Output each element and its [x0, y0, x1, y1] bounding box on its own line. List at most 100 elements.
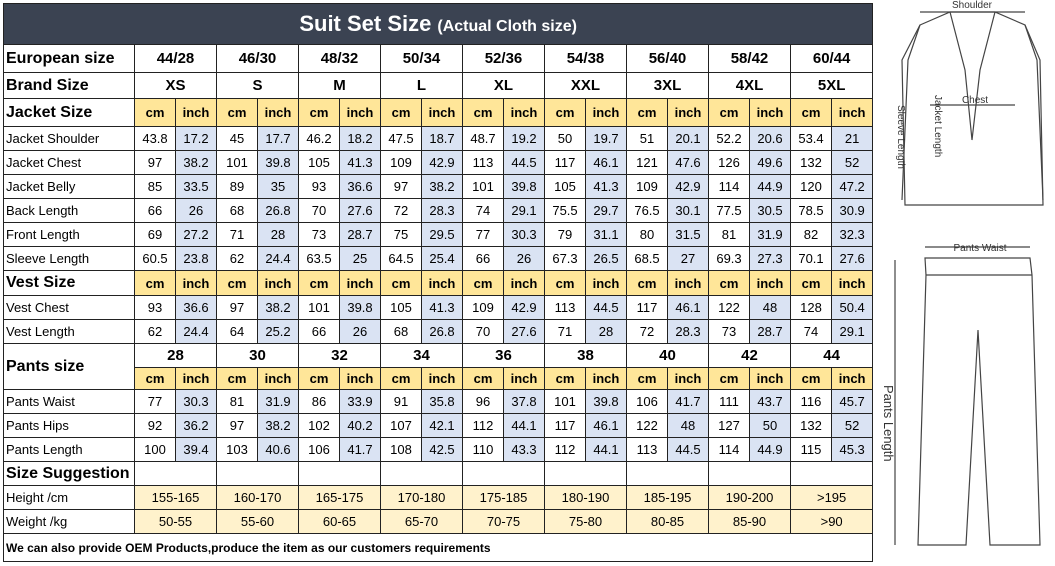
- value: 36.6: [339, 174, 381, 199]
- unit: inch: [175, 270, 217, 296]
- value: 42.5: [421, 437, 463, 462]
- value: 28.3: [667, 319, 709, 344]
- unit: cm: [708, 270, 750, 296]
- value: 68: [216, 198, 258, 223]
- diagram: Shoulder Chest Sleeve Length Jacket Leng…: [881, 0, 1044, 546]
- value: 25: [339, 246, 381, 271]
- value: 38.2: [257, 413, 299, 438]
- suggestion: >195: [789, 485, 874, 510]
- row-label: Vest Chest: [3, 295, 135, 320]
- value: 43.3: [503, 437, 545, 462]
- row: Suit Set Size (Actual Cloth size): [2, 3, 874, 45]
- brand-size: 5XL: [789, 72, 874, 99]
- value: 60.5: [134, 246, 176, 271]
- value: 44.1: [503, 413, 545, 438]
- suggestion: 165-175: [298, 485, 381, 510]
- value: 25.2: [257, 319, 299, 344]
- section-label: Pants size: [3, 343, 135, 390]
- value: 31.9: [749, 222, 791, 247]
- brand-size: XL: [462, 72, 545, 99]
- value: 29.1: [503, 198, 545, 223]
- unit: inch: [175, 367, 217, 390]
- value: 52: [830, 150, 874, 175]
- value: 79: [544, 222, 586, 247]
- european-label: European size: [3, 44, 135, 73]
- value: 27.6: [503, 319, 545, 344]
- pants-outline: [917, 257, 1041, 546]
- row: Jacket Shoulder 43.8 17.2 45 17.7 46.2 18.2 47.…: [3, 126, 874, 151]
- value: 18.7: [421, 126, 463, 151]
- suggestion: 70-75: [462, 509, 545, 534]
- value: 71: [216, 222, 258, 247]
- suggestion: 60-65: [298, 509, 381, 534]
- value: 52.2: [708, 126, 750, 151]
- suggestion: 65-70: [380, 509, 463, 534]
- row-label: Vest Length: [3, 319, 135, 344]
- european-size: 46/30: [216, 44, 299, 73]
- unit: cm: [708, 98, 750, 127]
- unit: cm: [216, 367, 258, 390]
- value: 93: [298, 174, 340, 199]
- value: 44.9: [749, 437, 791, 462]
- value: 74: [790, 319, 832, 344]
- row: Pants Waist 77 30.3 81 31.9 86 33.9 91 35.8 96 37.…: [3, 389, 874, 414]
- value: 75: [380, 222, 422, 247]
- value: 77.5: [708, 198, 750, 223]
- value: 68.5: [626, 246, 668, 271]
- unit: cm: [790, 98, 832, 127]
- value: 101: [462, 174, 504, 199]
- value: 25.4: [421, 246, 463, 271]
- value: 85: [134, 174, 176, 199]
- unit: cm: [380, 367, 422, 390]
- unit: cm: [544, 367, 586, 390]
- value: 102: [298, 413, 340, 438]
- unit: cm: [380, 98, 422, 127]
- value: 30.3: [175, 389, 217, 414]
- empty-cell: [708, 461, 791, 486]
- value: 28: [585, 319, 627, 344]
- value: 20.6: [749, 126, 791, 151]
- brand-size: 4XL: [708, 72, 791, 99]
- row-label: Jacket Chest: [3, 150, 135, 175]
- unit: inch: [749, 270, 791, 296]
- unit: inch: [339, 270, 381, 296]
- unit: inch: [830, 270, 874, 296]
- value: 26.5: [585, 246, 627, 271]
- value: 117: [626, 295, 668, 320]
- pants-size: 36: [462, 343, 545, 368]
- unit: cm: [790, 270, 832, 296]
- empty-cell: [298, 461, 381, 486]
- value: 106: [298, 437, 340, 462]
- unit: cm: [216, 98, 258, 127]
- value: 36.2: [175, 413, 217, 438]
- unit: inch: [585, 270, 627, 296]
- european-size: 44/28: [134, 44, 217, 73]
- value: 50.4: [830, 295, 874, 320]
- suggestion: 185-195: [626, 485, 709, 510]
- value: 112: [544, 437, 586, 462]
- value: 42.1: [421, 413, 463, 438]
- unit: inch: [503, 367, 545, 390]
- value: 97: [380, 174, 422, 199]
- value: 19.7: [585, 126, 627, 151]
- pants-size: 42: [708, 343, 791, 368]
- value: 46.2: [298, 126, 340, 151]
- european-size: 48/32: [298, 44, 381, 73]
- value: 44.5: [667, 437, 709, 462]
- unit: inch: [257, 98, 299, 127]
- row: Vest Chest 93 36.6 97 38.2 101 39.8 105 41.3 109 4…: [3, 295, 874, 320]
- value: 75.5: [544, 198, 586, 223]
- brand-label: Brand Size: [3, 72, 135, 99]
- unit: inch: [339, 98, 381, 127]
- value: 110: [462, 437, 504, 462]
- value: 105: [544, 174, 586, 199]
- value: 20.1: [667, 126, 709, 151]
- value: 64: [216, 319, 258, 344]
- row: Jacket Belly 85 33.5 89 35 93 36.6 97 38.2 101 39.…: [3, 174, 874, 199]
- value: 45: [216, 126, 258, 151]
- value: 26: [175, 198, 217, 223]
- unit: cm: [298, 98, 340, 127]
- value: 77: [134, 389, 176, 414]
- value: 72: [380, 198, 422, 223]
